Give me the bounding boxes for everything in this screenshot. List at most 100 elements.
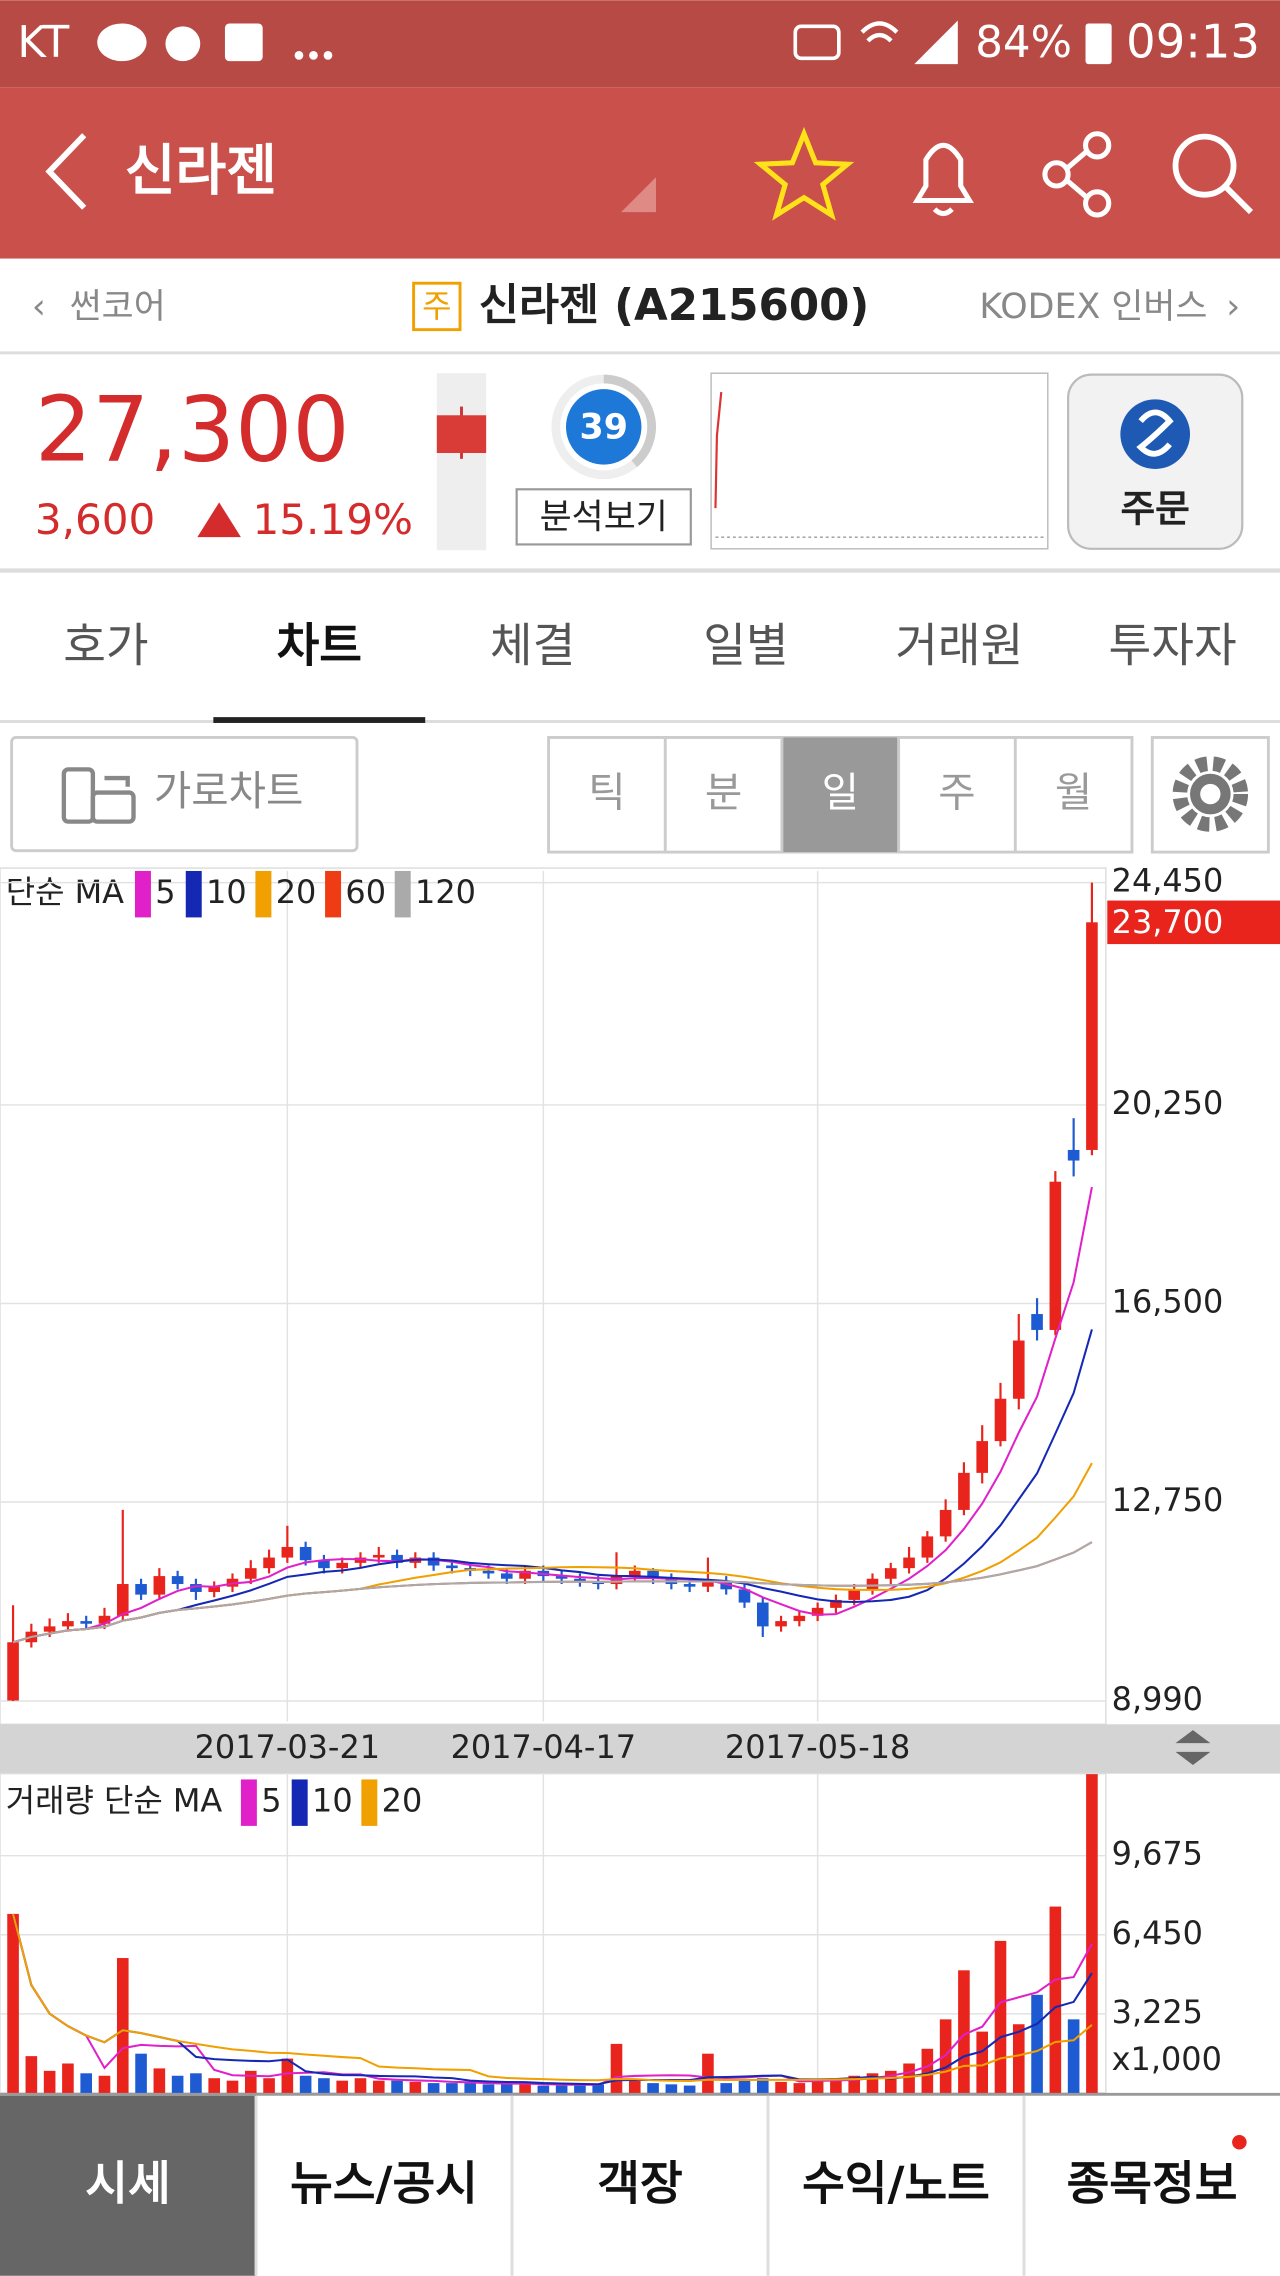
candle-body — [793, 1615, 806, 1622]
candle-body — [372, 1554, 385, 1558]
candle-body — [555, 1576, 568, 1579]
nav-label[interactable]: 객장 — [597, 2157, 682, 2211]
candle-body — [921, 1536, 934, 1558]
candle-body — [135, 1584, 147, 1595]
tab[interactable]: 일별 — [703, 618, 788, 672]
y-tick-label: 6,450 — [1112, 1914, 1203, 1952]
nav-label[interactable]: 수익/노트 — [802, 2157, 990, 2211]
legend-label: 5 — [261, 1782, 281, 1820]
candle-body — [446, 1565, 458, 1569]
volume-bar — [62, 2063, 74, 2093]
legend-swatch — [325, 870, 342, 918]
alarm-icon[interactable] — [912, 142, 974, 217]
analysis-button[interactable] — [515, 488, 692, 546]
prev-stock[interactable]: 썬코어 — [70, 287, 166, 327]
volume-bar — [702, 2053, 714, 2093]
volume-bar — [958, 1970, 970, 2093]
candle-body — [848, 1589, 861, 1600]
share-icon[interactable] — [1042, 131, 1112, 218]
y-tick-label: 20,250 — [1112, 1084, 1224, 1122]
volume-bar — [775, 2081, 787, 2093]
candle-body — [738, 1589, 751, 1603]
volume-bar — [409, 2081, 422, 2093]
volume-bar — [1067, 2019, 1080, 2093]
candle-body — [994, 1398, 1007, 1442]
period-selected — [781, 737, 899, 853]
nav-label[interactable]: 시세 — [85, 2157, 170, 2211]
legend-label: 20 — [276, 873, 317, 911]
nav-cell[interactable] — [511, 2095, 768, 2276]
tab[interactable]: 거래원 — [895, 618, 1023, 672]
next-stock[interactable]: KODEX 인버스 — [979, 287, 1207, 327]
search-icon[interactable] — [1172, 133, 1254, 215]
landscape-label[interactable]: 가로차트 — [154, 767, 304, 815]
score-badge — [565, 389, 642, 465]
candle-body — [482, 1570, 495, 1574]
candle-body — [98, 1615, 111, 1624]
volume-bar — [372, 2080, 385, 2093]
period-button[interactable]: 주 — [938, 769, 975, 817]
volume-unit: x1,000 — [1112, 2040, 1222, 2078]
volume-bar — [756, 2078, 769, 2093]
next-arrow[interactable]: › — [1226, 287, 1240, 327]
score-arc — [603, 374, 656, 468]
volume-bar — [43, 2070, 56, 2093]
settings-icon — [1172, 756, 1249, 832]
nav-cell[interactable] — [1023, 2095, 1280, 2276]
period-button[interactable]: 월 — [1055, 769, 1092, 817]
nav-cell[interactable] — [768, 2095, 1024, 2276]
candle-body — [976, 1441, 989, 1473]
range-bar — [436, 373, 487, 551]
volume-bar — [921, 2048, 934, 2093]
x-tick-label: 2017-04-17 — [451, 1728, 636, 1766]
volume-bar — [263, 2078, 275, 2093]
tab-indicator — [213, 717, 426, 723]
stock-name: 신라젠 (A215600) — [479, 281, 869, 331]
legend-label: 20 — [382, 1782, 423, 1820]
x-tick-label: 2017-05-18 — [725, 1728, 910, 1766]
volume-bar — [427, 2083, 440, 2093]
prev-arrow[interactable]: ‹ — [32, 287, 46, 327]
nav-cell[interactable] — [0, 2095, 256, 2276]
back-button[interactable] — [45, 133, 87, 210]
nav-cell[interactable] — [255, 2095, 512, 2276]
tab[interactable]: 투자자 — [1109, 618, 1237, 672]
volume-bar — [244, 2070, 257, 2093]
bank-logo-mark — [1136, 409, 1174, 457]
analysis-label[interactable]: 분석보기 — [540, 497, 668, 537]
price: 27,300 — [35, 377, 350, 482]
volume-bar — [98, 2075, 111, 2093]
period-button[interactable]: 틱 — [588, 769, 625, 817]
period-button[interactable]: 분 — [705, 769, 742, 817]
volume-bar — [574, 2085, 586, 2093]
candle-body — [574, 1578, 586, 1582]
tab[interactable]: 차트 — [277, 618, 362, 672]
nav-label[interactable]: 종목정보 — [1067, 2157, 1238, 2211]
volume-bar — [848, 2075, 861, 2093]
legend-swatch — [185, 870, 202, 918]
resize-handle[interactable] — [1175, 1730, 1211, 1765]
candle-body — [263, 1557, 275, 1569]
volume-bar — [135, 2053, 147, 2093]
nav-label[interactable]: 뉴스/공시 — [290, 2157, 478, 2211]
candle-body — [519, 1570, 531, 1579]
dropdown-mark[interactable] — [621, 177, 656, 213]
volume-bar — [318, 2078, 330, 2093]
volume-bar — [866, 2073, 879, 2093]
volume-bar — [281, 2058, 294, 2093]
tab[interactable]: 호가 — [63, 618, 148, 672]
volume-ma-line — [12, 1913, 1093, 2083]
order-label[interactable]: 주문 — [1120, 487, 1189, 531]
mini-chart — [710, 372, 1049, 550]
legend-swatch — [361, 1779, 378, 1826]
volume-bar — [500, 2084, 513, 2093]
favorite-icon[interactable] — [753, 126, 855, 221]
volume-bar — [628, 2080, 641, 2093]
volume-bar — [226, 2080, 239, 2093]
volume-bar — [555, 2085, 568, 2093]
legend-label: 60 — [345, 873, 386, 911]
period-button[interactable]: 일 — [822, 769, 859, 817]
tab[interactable]: 체결 — [490, 618, 575, 672]
volume-bar — [391, 2080, 403, 2093]
